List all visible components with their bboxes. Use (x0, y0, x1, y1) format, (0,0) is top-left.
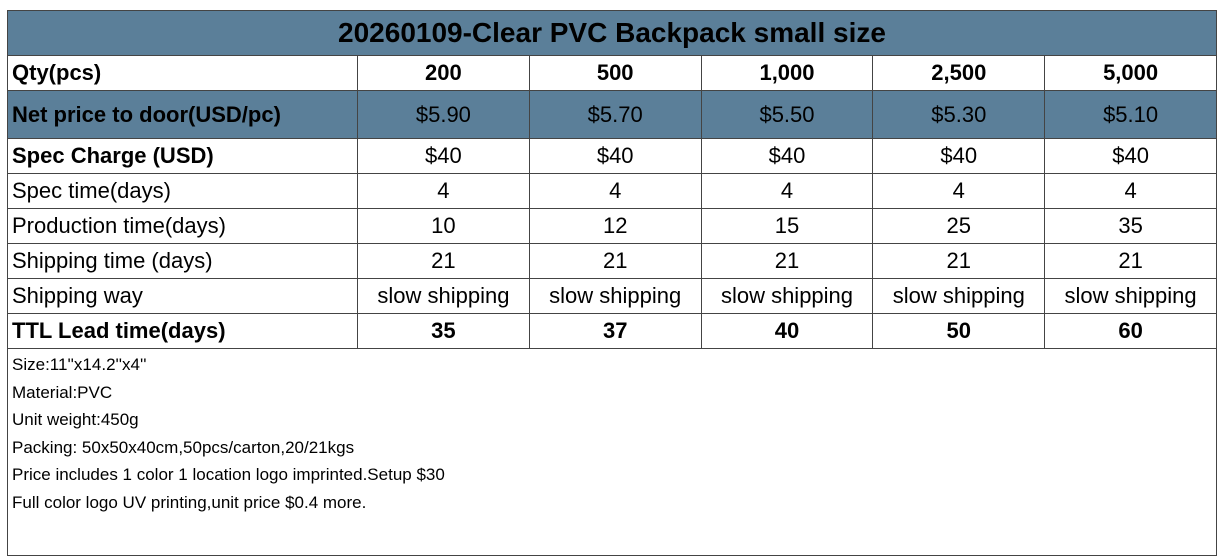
cell: slow shipping (872, 278, 1046, 314)
row-label: Production time(days) (7, 208, 358, 244)
notes-row: Size:11''x14.2''x4'' Material:PVC Unit wei… (7, 348, 1217, 556)
cell: $40 (357, 138, 530, 174)
row-label: Net price to door(USD/pc) (7, 90, 358, 139)
title-row: 20260109-Clear PVC Backpack small size (7, 10, 1217, 56)
notes-cell: Size:11''x14.2''x4'' Material:PVC Unit wei… (7, 348, 1217, 556)
quote-table: 20260109-Clear PVC Backpack small size Q… (7, 10, 1217, 556)
table-row: Shipping way slow shipping slow shipping sl… (7, 278, 1217, 314)
note: Price includes 1 color 1 location logo i… (12, 465, 445, 484)
cell: $5.90 (357, 90, 530, 139)
row-label: Shipping way (7, 278, 358, 314)
cell: 10 (357, 208, 530, 244)
row-label: Spec time(days) (7, 173, 358, 209)
cell: $5.30 (872, 90, 1046, 139)
cell: 50 (872, 313, 1046, 349)
cell: 2,500 (872, 55, 1046, 91)
cell: $40 (1044, 138, 1217, 174)
cell: 40 (700, 313, 874, 349)
cell: slow shipping (528, 278, 702, 314)
cell: 4 (357, 173, 530, 209)
table-row: Qty(pcs) 200 500 1,000 2,500 5,000 (7, 55, 1217, 91)
cell: $5.70 (528, 90, 702, 139)
table-row: Net price to door(USD/pc) $5.90 $5.70 $5.50… (7, 90, 1217, 139)
row-label: Qty(pcs) (7, 55, 358, 91)
note: Size:11''x14.2''x4'' (12, 355, 147, 374)
table-row: Production time(days) 10 12 15 25 35 (7, 208, 1217, 244)
note: Packing: 50x50x40cm,50pcs/carton,20/21kg… (12, 437, 355, 457)
row-label: Shipping time (days) (7, 243, 358, 279)
cell: $5.10 (1044, 90, 1217, 139)
table-row: Spec Charge (USD) $40 $40 $40 $40 $40 (7, 138, 1217, 174)
cell: 4 (1044, 173, 1217, 209)
cell: $40 (872, 138, 1046, 174)
cell: 25 (872, 208, 1046, 244)
cell: 15 (700, 208, 874, 244)
cell: 35 (357, 313, 530, 349)
title: 20260109-Clear PVC Backpack small size (7, 10, 1217, 56)
cell: 37 (528, 313, 702, 349)
cell: $5.50 (700, 90, 874, 139)
cell: 21 (1044, 243, 1217, 279)
table-row: Spec time(days) 4 4 4 4 4 (7, 173, 1217, 209)
cell: 60 (1044, 313, 1217, 349)
cell: 4 (872, 173, 1046, 209)
cell: 5,000 (1044, 55, 1217, 91)
note: Unit weight:450g (12, 410, 139, 429)
row-label: Spec Charge (USD) (7, 138, 358, 174)
cell: slow shipping (700, 278, 874, 314)
row-label: TTL Lead time(days) (7, 313, 358, 349)
cell: 1,000 (700, 55, 874, 91)
cell: 500 (528, 55, 702, 91)
cell: 21 (700, 243, 874, 279)
table-row: Shipping time (days) 21 21 21 21 21 (7, 243, 1217, 279)
cell: $40 (700, 138, 874, 174)
cell: 200 (357, 55, 530, 91)
cell: slow shipping (357, 278, 530, 314)
cell: 4 (700, 173, 874, 209)
cell: 35 (1044, 208, 1217, 244)
cell: 4 (528, 173, 702, 209)
table-row: TTL Lead time(days) 35 37 40 50 60 (7, 313, 1217, 349)
cell: $40 (528, 138, 702, 174)
note: Full color logo UV printing,unit price $… (12, 492, 367, 512)
cell: slow shipping (1044, 278, 1217, 314)
cell: 21 (528, 243, 702, 279)
note: Material:PVC (12, 382, 113, 402)
cell: 21 (872, 243, 1046, 279)
cell: 21 (357, 243, 530, 279)
cell: 12 (528, 208, 702, 244)
